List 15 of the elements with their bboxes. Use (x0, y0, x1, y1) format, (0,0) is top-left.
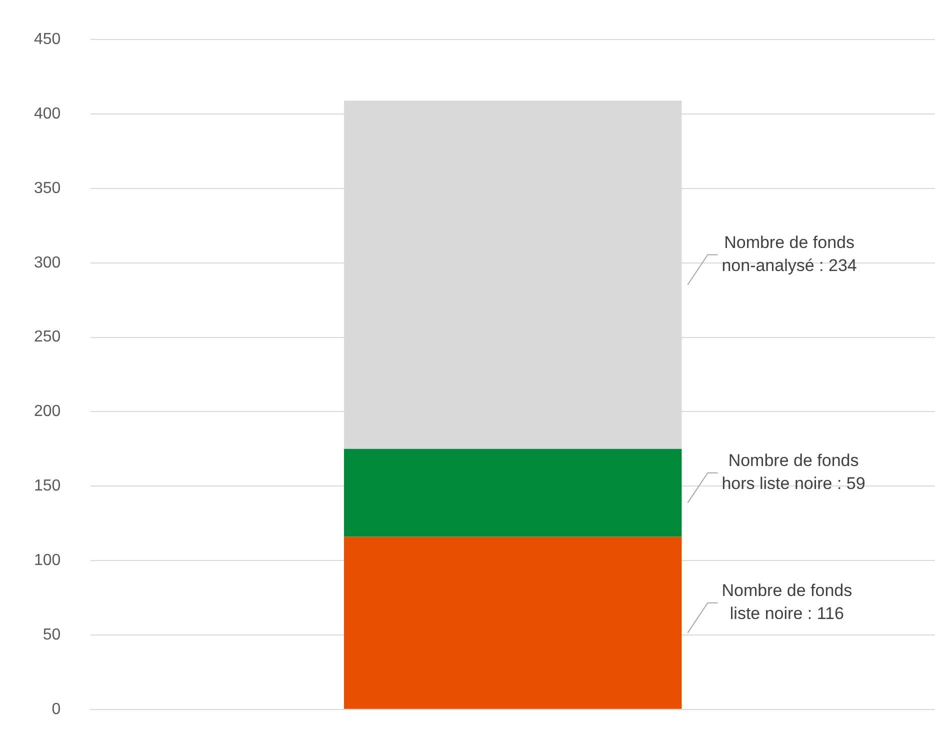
data-label: Nombre de fonds liste noire : 116 (722, 581, 852, 624)
y-tick-label: 50 (42, 626, 61, 644)
y-tick-label: 100 (34, 552, 61, 569)
data-label: Nombre de fonds hors liste noire : 59 (722, 451, 866, 494)
y-tick-label: 450 (34, 31, 61, 48)
y-tick-label: 300 (34, 254, 61, 272)
y-tick-label: 0 (52, 700, 61, 718)
y-tick-label: 200 (34, 403, 61, 420)
y-tick-label: 150 (34, 478, 61, 495)
y-tick-label: 250 (34, 328, 61, 346)
y-tick-label: 400 (34, 105, 61, 122)
y-tick-label: 350 (34, 180, 61, 197)
data-label: Nombre de fonds non-analysé : 234 (722, 232, 857, 275)
bar (344, 448, 682, 537)
bar (344, 536, 682, 709)
